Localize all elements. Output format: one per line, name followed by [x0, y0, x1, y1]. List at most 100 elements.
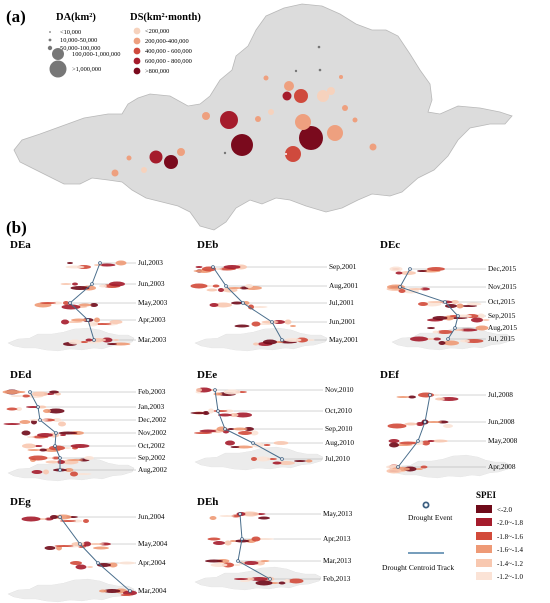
drought-centroid-point [416, 439, 420, 443]
event-circle [294, 69, 298, 73]
drought-area-patch [460, 339, 470, 343]
event-date-label: Jan,2003 [138, 402, 164, 411]
drought-area-patch [52, 418, 62, 422]
drought-area-patch [432, 316, 448, 320]
drought-area-patch [234, 412, 252, 418]
drought-centroid-point [38, 418, 42, 422]
event-circle [299, 126, 323, 150]
drought-area-patch [290, 325, 296, 327]
drought-area-patch [433, 337, 441, 341]
drought-area-patch [71, 519, 83, 523]
drought-area-patch [437, 330, 453, 334]
event-title: DEd [10, 369, 31, 381]
drought-area-patch [103, 589, 121, 593]
ds-legend-swatch [133, 47, 141, 55]
drought-area-patch [196, 388, 202, 392]
drought-area-patch [16, 407, 22, 411]
event-circle [317, 45, 321, 49]
drought-area-patch [74, 473, 92, 475]
event-date-label: Jul,2003 [138, 258, 163, 267]
drought-area-patch [272, 461, 282, 465]
event-date-label: May,2003 [138, 298, 168, 307]
drought-area-patch [60, 283, 72, 285]
drought-area-patch [87, 566, 93, 568]
drought-area-patch [253, 342, 259, 346]
drought-centroid-point [28, 390, 32, 394]
drought-area-patch [54, 545, 74, 547]
drought-area-patch [113, 339, 119, 341]
drought-area-patch [70, 561, 82, 565]
drought-area-patch [39, 448, 47, 452]
drought-centroid-track [397, 394, 431, 468]
drought-area-patch [199, 429, 217, 433]
drought-area-patch [50, 515, 58, 519]
event-date-label: Mar,2003 [138, 335, 167, 344]
drought-area-patch [228, 287, 242, 289]
drought-area-patch [432, 330, 440, 334]
drought-area-patch [471, 317, 483, 323]
drought-area-patch [190, 283, 208, 289]
spei-swatch [476, 545, 492, 553]
da-legend-label: 50,000-100,000 [60, 45, 100, 52]
drought-area-patch [63, 301, 69, 305]
drought-area-patch [3, 423, 21, 425]
drought-event-panel-dea: DEa Jul,2003 Jun,2003 May,2003 Apr,2003 Mar,2… [7, 239, 168, 352]
drought-area-patch [213, 541, 225, 545]
event-date-label: Jun,2003 [138, 279, 165, 288]
drought-area-patch [387, 284, 405, 290]
drought-area-patch [482, 319, 490, 321]
drought-area-patch [51, 456, 61, 460]
da-legend-label: 10,000-50,000 [60, 37, 97, 44]
drought-area-patch [212, 410, 228, 412]
drought-area-patch [428, 301, 446, 303]
drought-area-patch [389, 442, 399, 448]
drought-area-patch [109, 281, 125, 287]
drought-centroid-track [237, 513, 271, 580]
drought-area-patch [22, 443, 36, 449]
event-title: DEa [10, 239, 31, 251]
drought-area-patch [205, 559, 223, 563]
drought-area-patch [19, 420, 31, 424]
drought-area-patch [278, 581, 286, 585]
drought-area-patch [263, 444, 271, 446]
drought-centroid-point [223, 427, 227, 431]
drought-area-patch [449, 315, 459, 317]
da-legend-label: 100,000-1,000,000 [72, 51, 120, 58]
drought-area-patch [75, 564, 87, 570]
drought-area-patch [58, 431, 78, 435]
drought-area-patch [37, 433, 53, 437]
event-date-label: Aug,2015 [488, 323, 517, 332]
drought-centroid-point [396, 465, 400, 469]
event-date-label: Aug,2010 [325, 438, 354, 447]
drought-area-patch [195, 266, 203, 268]
drought-centroid-point [224, 284, 228, 288]
drought-area-patch [251, 457, 257, 461]
drought-area-patch [395, 271, 403, 275]
event-date-label: Oct,2015 [488, 297, 515, 306]
panel-b-legend: Drought Event Drought Centroid Track SPE… [382, 490, 523, 581]
drought-area-patch [10, 395, 24, 397]
drought-area-patch [284, 338, 302, 342]
drought-centroid-point [58, 468, 62, 472]
drought-centroid-point [58, 515, 62, 519]
drought-area-patch [238, 431, 252, 435]
drought-area-patch [260, 560, 270, 562]
event-circle [317, 90, 329, 102]
event-date-label: Mar,2013 [323, 556, 352, 565]
drought-area-patch [404, 422, 418, 426]
drought-area-patch [2, 390, 22, 394]
event-circle [268, 109, 274, 115]
drought-event-panel-dee: DEe Nov,2010 Oct,2010 Sep,2010 Aug,2010 Jul,2… [190, 369, 354, 471]
drought-area-patch [251, 321, 261, 327]
drought-area-patch [65, 321, 83, 323]
da-legend: <10,000 10,000-50,000 50,000-100,000 100… [47, 29, 120, 78]
drought-event-panel-def: DEf Jul,2008 Jun,2008 May,2008 Apr,2008 [380, 369, 518, 479]
drought-area-patch [83, 541, 91, 547]
drought-area-patch [426, 421, 442, 423]
drought-centroid-point [58, 456, 62, 460]
drought-centroid-point [280, 338, 284, 342]
drought-area-patch [230, 446, 240, 448]
drought-area-patch [464, 339, 484, 343]
drought-area-patch [305, 459, 313, 463]
drought-area-patch [410, 336, 428, 342]
